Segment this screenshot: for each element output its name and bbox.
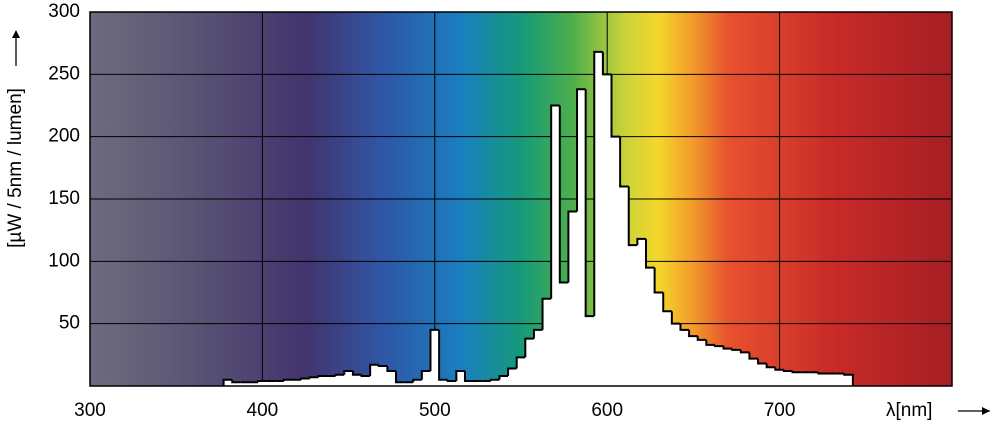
spectrum-bin <box>240 381 250 386</box>
spectrum-bin <box>429 328 440 386</box>
spectrum-bin <box>386 366 397 386</box>
x-tick-label: 600 <box>591 400 623 421</box>
spectrum-bin <box>827 372 837 386</box>
spectrum-bin <box>524 337 535 386</box>
spectrum-bin <box>662 292 673 386</box>
spectrum-bin <box>532 328 544 386</box>
spectrum-bin <box>515 356 526 386</box>
spectrum-bin <box>498 375 509 386</box>
spectrum-bin <box>765 363 776 386</box>
spectrum-bin <box>774 367 785 386</box>
spectrum-bin <box>222 378 233 386</box>
spectrum-bin <box>679 323 690 386</box>
spectrum-bin <box>791 371 802 386</box>
spectrum-bin <box>593 50 604 386</box>
spectrum-bin <box>463 371 475 386</box>
spectrum-bin <box>558 105 569 386</box>
spectrum-bin <box>292 378 302 386</box>
spectrum-bin <box>670 311 681 386</box>
y-tick-label: 300 <box>48 1 80 22</box>
y-tick-label: 200 <box>48 126 80 147</box>
x-tick-label: 300 <box>74 400 106 421</box>
spectrum-bin <box>601 51 613 386</box>
spectrum-bin <box>619 136 630 386</box>
spectrum-bin <box>748 352 759 386</box>
spectrum-bin <box>317 375 328 386</box>
spectrum-bin <box>412 378 423 386</box>
x-tick-label: 500 <box>419 400 451 421</box>
spectrum-bin <box>584 89 595 386</box>
y-axis-label: [µW / 5nm / lumen] <box>5 88 26 248</box>
x-tick-label: 700 <box>764 400 796 421</box>
spectrum-bin <box>249 381 259 386</box>
spectrum-bin <box>231 379 242 386</box>
x-tick-label: 400 <box>247 400 279 421</box>
spectrum-bin <box>360 374 371 386</box>
spectrum-bin <box>266 380 276 386</box>
spectrum-bin <box>482 380 492 386</box>
spectrum-bin <box>327 375 337 386</box>
spectrum-bin <box>653 267 664 386</box>
spectrum-bin <box>351 371 363 386</box>
x-arrow-head <box>982 407 990 415</box>
spectrum-bin <box>420 370 431 386</box>
spectrum-bin <box>369 363 380 386</box>
spectrum-bin <box>705 339 716 386</box>
spectrum-bin <box>438 329 449 386</box>
spectrum-bin <box>334 373 345 386</box>
spectrum-bin <box>739 349 750 386</box>
spectrum-bin <box>627 186 638 386</box>
spectrum-bin <box>473 380 483 386</box>
spectrum-bin <box>817 372 828 386</box>
spectrum-bin <box>395 371 406 386</box>
spectrum-bin <box>404 381 414 386</box>
spectrum-bin <box>688 329 699 386</box>
y-tick-label: 100 <box>48 250 80 271</box>
spectrum-bin <box>446 379 457 386</box>
spectrum-bin <box>576 88 587 386</box>
spectrum-bin <box>610 74 621 386</box>
spectrum-bin <box>782 369 794 386</box>
spectrum-bin <box>644 238 656 386</box>
spectrum-bin <box>308 376 319 386</box>
spectrum-bin <box>489 378 500 386</box>
plot-frame <box>89 11 953 387</box>
spectrum-bin <box>275 380 285 386</box>
spectrum-bin <box>455 370 466 386</box>
spectrum-bin <box>713 344 725 386</box>
y-tick-label: 150 <box>48 188 80 209</box>
spectrum-bin <box>300 377 311 386</box>
spectrum-bin <box>731 348 742 386</box>
spectrum-bin <box>567 210 578 386</box>
y-tick-label: 50 <box>59 313 80 334</box>
spectrum-bin <box>722 346 733 386</box>
spectrum-bin <box>507 367 518 386</box>
spectrum-bin <box>809 371 819 386</box>
spectrum-bin <box>541 297 552 386</box>
spectrum-bin <box>377 364 388 386</box>
spectrum-bin <box>343 370 354 386</box>
spectrum-bin <box>835 372 845 386</box>
spectrum-bin <box>282 378 294 386</box>
y-tick-label: 250 <box>48 63 80 84</box>
spectrum-bin <box>550 104 561 386</box>
spectrum-bin <box>801 371 811 386</box>
spectrum-bin <box>696 336 707 386</box>
spectrum-bin <box>843 373 854 386</box>
spectrum-bin <box>257 380 268 386</box>
spectrum-bin <box>636 237 647 386</box>
y-arrow-head <box>12 30 20 38</box>
spectrum-bin <box>757 358 768 386</box>
x-axis-label: λ[nm] <box>886 400 932 421</box>
